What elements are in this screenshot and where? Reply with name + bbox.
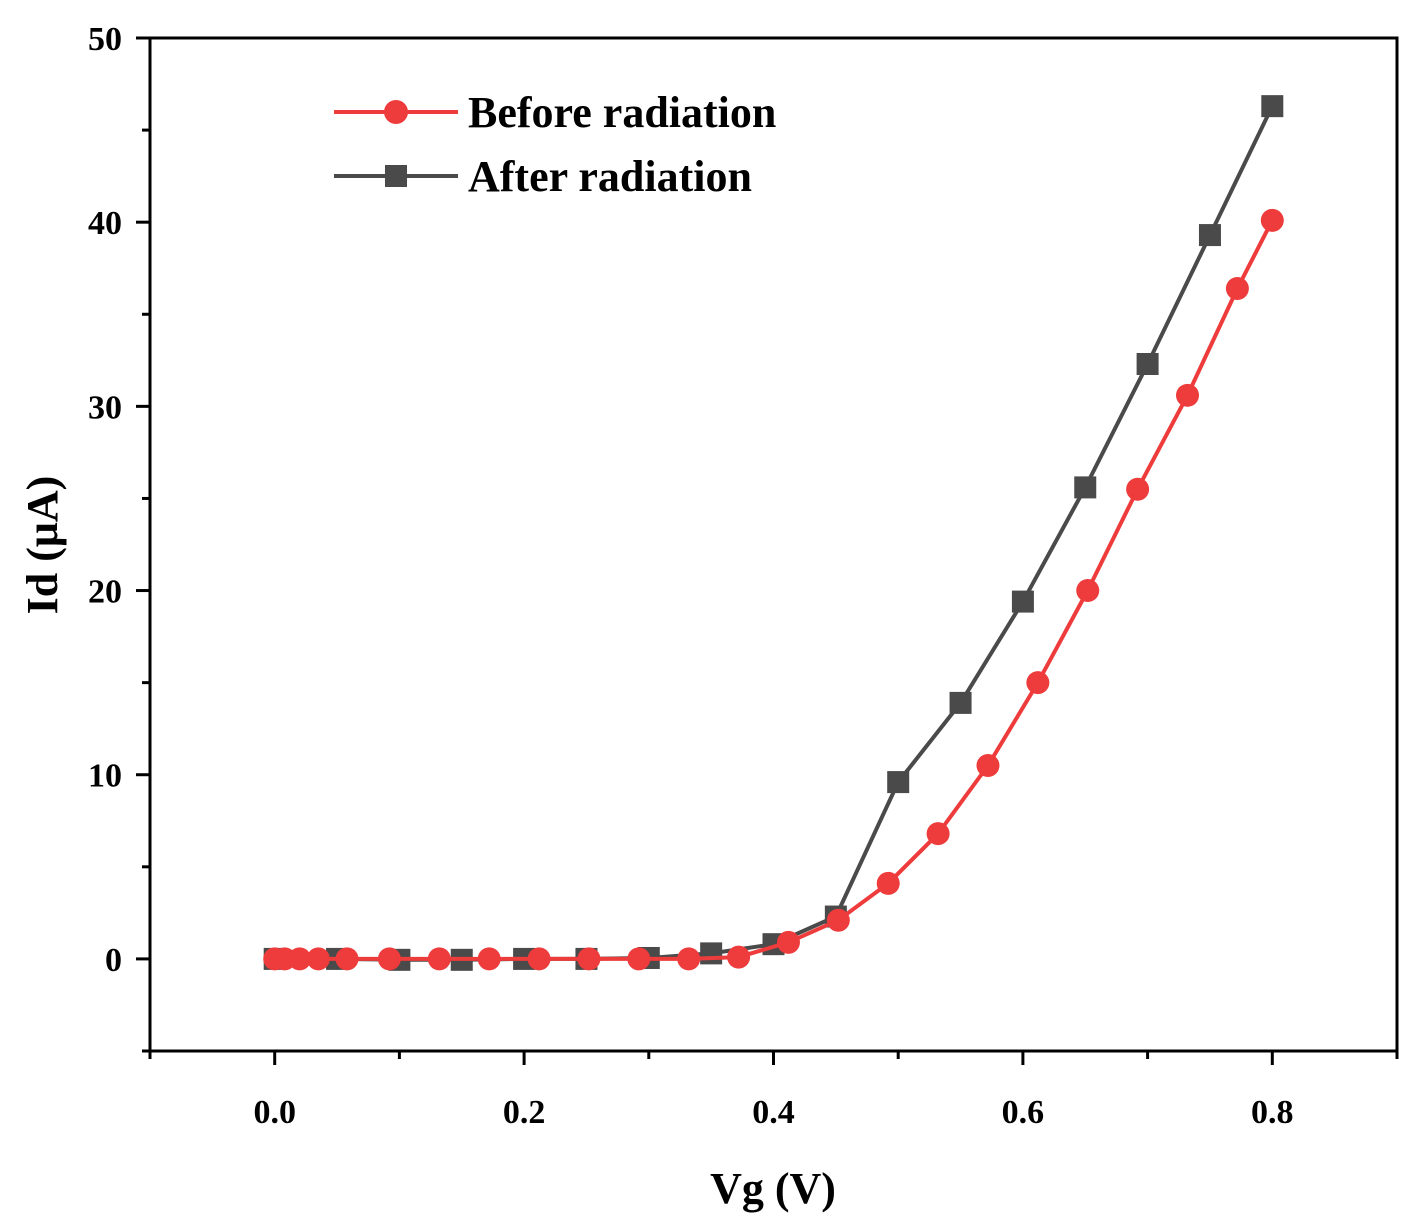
data-point xyxy=(335,947,359,971)
data-point xyxy=(1136,353,1159,376)
data-point xyxy=(776,930,800,954)
data-point xyxy=(887,771,910,794)
legend-entry: Before radiation xyxy=(334,88,776,137)
y-tick-label: 0 xyxy=(105,942,122,979)
y-tick-label: 50 xyxy=(88,21,122,58)
data-point xyxy=(727,945,751,969)
legend: Before radiation After radiation xyxy=(334,88,776,201)
y-tick-label: 10 xyxy=(88,758,122,795)
series-after-radiation xyxy=(263,95,1284,971)
x-axis-title: Vg (V) xyxy=(710,1164,836,1213)
legend-marker xyxy=(385,165,407,187)
x-tick-label: 0.6 xyxy=(1002,1094,1045,1131)
data-point xyxy=(1126,477,1150,501)
data-point xyxy=(377,947,401,971)
data-point xyxy=(288,947,312,971)
x-tick-label: 0.8 xyxy=(1251,1094,1294,1131)
x-axis: 0.0 0.2 0.4 0.6 0.8 xyxy=(148,1051,1399,1131)
series-layer xyxy=(263,95,1284,971)
data-point xyxy=(477,947,501,971)
data-point xyxy=(1176,383,1200,407)
data-point xyxy=(1026,671,1050,695)
plot-frame xyxy=(148,36,1399,1053)
y-axis-title: Id (μA) xyxy=(18,476,67,615)
x-tick-label: 0.4 xyxy=(752,1094,795,1131)
data-point xyxy=(577,947,601,971)
data-point xyxy=(627,947,651,971)
legend-marker xyxy=(384,100,408,124)
series-line xyxy=(274,105,1275,962)
data-point xyxy=(976,754,1000,778)
data-point xyxy=(1076,579,1100,603)
data-point xyxy=(876,871,900,895)
series-before-radiation xyxy=(263,208,1284,971)
data-point xyxy=(1261,95,1284,118)
data-point xyxy=(677,947,701,971)
data-point xyxy=(306,947,330,971)
legend-entry: After radiation xyxy=(334,152,752,201)
legend-label: After radiation xyxy=(468,152,752,201)
legend-label: Before radiation xyxy=(468,88,776,137)
data-point xyxy=(1225,276,1249,300)
x-tick-label: 0.0 xyxy=(253,1094,296,1131)
data-point xyxy=(826,908,850,932)
data-point xyxy=(1198,224,1221,247)
y-tick-label: 30 xyxy=(88,389,122,426)
data-point xyxy=(527,947,551,971)
data-point xyxy=(427,947,451,971)
y-tick-label: 40 xyxy=(88,205,122,242)
data-point xyxy=(1260,208,1284,232)
y-axis: 0 10 20 30 40 50 xyxy=(88,21,150,1053)
data-point xyxy=(1011,590,1034,613)
data-point xyxy=(700,942,723,965)
x-tick-label: 0.2 xyxy=(503,1094,546,1131)
series-line xyxy=(274,219,1275,961)
data-point xyxy=(926,822,950,846)
data-point xyxy=(1074,476,1097,499)
y-tick-label: 20 xyxy=(88,574,122,611)
data-point xyxy=(949,691,972,714)
